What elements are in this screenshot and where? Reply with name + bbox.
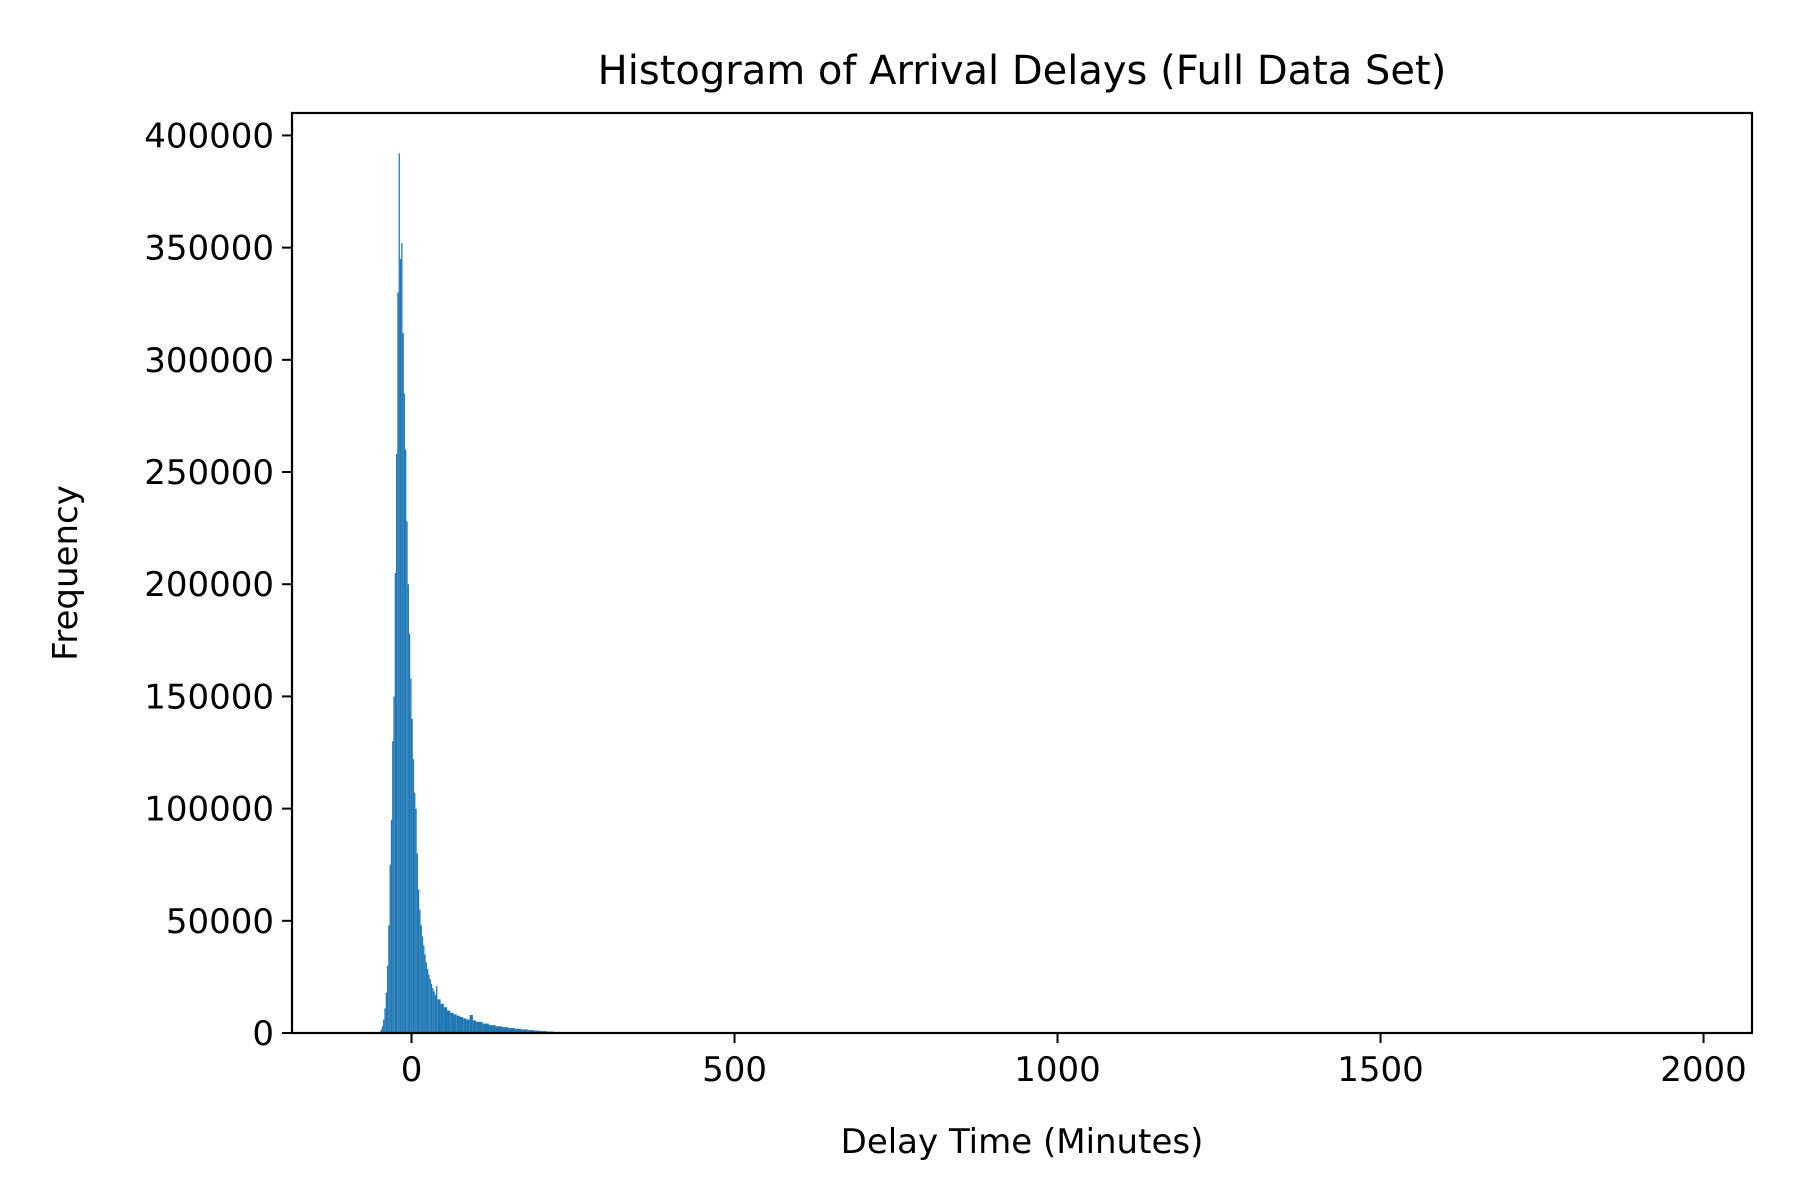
histogram-bar	[433, 991, 435, 1033]
y-tick-label: 150000	[144, 677, 274, 717]
histogram-bar	[440, 1003, 444, 1033]
histogram-bar	[393, 696, 395, 1033]
histogram-bar	[436, 985, 438, 1033]
histogram-bar	[427, 969, 429, 1033]
histogram-bar	[416, 853, 418, 1033]
histogram-bar	[396, 454, 398, 1033]
histogram-bar	[469, 1015, 473, 1033]
histogram-bar	[424, 954, 426, 1033]
histogram-bar	[388, 925, 390, 1033]
histogram-bar	[495, 1026, 502, 1033]
histogram-bar	[428, 974, 430, 1033]
y-tick-label: 200000	[144, 565, 274, 605]
y-axis-ticks: 0 50000 100000 150000 200000 250000 300000 3500…	[144, 116, 292, 1054]
histogram-bar	[392, 741, 394, 1033]
histogram-bar	[417, 889, 420, 1033]
y-axis-label: Frequency	[46, 485, 86, 661]
histogram-bar	[459, 1017, 464, 1033]
y-tick-label: 350000	[144, 229, 274, 269]
x-axis-ticks: 0 500 1000 1500 2000	[401, 1033, 1747, 1090]
histogram-bar	[403, 393, 406, 1033]
chart-title: Histogram of Arrival Delays (Full Data S…	[598, 48, 1447, 94]
y-tick-label: 250000	[144, 453, 274, 493]
histogram-bar	[472, 1020, 477, 1033]
histogram-bar	[430, 983, 433, 1033]
histogram-bar	[456, 1015, 460, 1033]
histogram-bar	[432, 988, 434, 1033]
histogram-bar	[406, 521, 408, 1033]
histogram-bar	[381, 1026, 384, 1033]
histogram-bar	[386, 965, 389, 1033]
histogram-bar	[420, 925, 422, 1033]
histogram-bar	[447, 1010, 451, 1033]
plot-area-frame	[290, 111, 1754, 1035]
y-tick-label: 100000	[144, 790, 274, 830]
histogram-bar	[476, 1021, 483, 1033]
histogram-bar	[423, 945, 425, 1033]
histogram-bar	[434, 994, 437, 1033]
histogram-bar	[407, 584, 409, 1033]
y-tick-label: 400000	[144, 116, 274, 156]
histogram-bar	[399, 258, 402, 1034]
histogram-bar	[437, 999, 441, 1033]
histogram-bar	[489, 1025, 496, 1033]
histogram-bar	[401, 243, 403, 1033]
x-axis-label: Delay Time (Minutes)	[841, 1122, 1204, 1162]
histogram-bar	[408, 633, 411, 1033]
histogram-bar	[384, 1008, 386, 1033]
histogram-bar	[410, 678, 412, 1033]
histogram-bar	[421, 936, 424, 1033]
histogram-bar	[527, 1030, 535, 1033]
histogram-bar	[412, 759, 415, 1033]
histogram-bar	[397, 292, 399, 1033]
histogram-bar	[443, 1007, 448, 1033]
histogram-bar	[402, 332, 404, 1033]
histogram-bar	[390, 819, 393, 1033]
histogram-bar	[508, 1028, 515, 1033]
histogram-bar	[398, 153, 400, 1033]
x-tick-label: 2000	[1660, 1050, 1747, 1090]
histogram-bar	[380, 1029, 382, 1033]
histogram-bar	[514, 1028, 522, 1033]
histogram-bar	[534, 1030, 541, 1033]
histogram-bar	[482, 1023, 490, 1033]
histogram-bar	[405, 449, 407, 1034]
x-tick-label: 500	[702, 1050, 767, 1090]
histogram-bar	[385, 992, 387, 1033]
histogram-bar	[415, 808, 417, 1033]
y-tick-label: 50000	[166, 902, 274, 942]
x-tick-label: 1000	[1014, 1050, 1101, 1090]
histogram-bar	[414, 792, 416, 1033]
x-tick-label: 1500	[1337, 1050, 1424, 1090]
histogram-bar	[501, 1027, 509, 1033]
histogram-bar	[419, 909, 421, 1033]
x-tick-label: 0	[401, 1050, 423, 1090]
histogram-bars	[379, 153, 607, 1034]
histogram-bar	[463, 1018, 467, 1033]
histogram-bar	[450, 1012, 454, 1033]
y-tick-label: 0	[252, 1014, 274, 1054]
histogram-bar	[466, 1019, 470, 1033]
histogram-bar	[453, 1014, 457, 1033]
histogram-bar	[425, 962, 428, 1033]
histogram-bar	[429, 979, 431, 1033]
histogram-bar	[383, 1019, 385, 1033]
histogram-bar	[521, 1029, 528, 1033]
histogram-bar	[394, 573, 397, 1033]
histogram-bar	[389, 864, 391, 1033]
y-tick-label: 300000	[144, 341, 274, 381]
histogram-bar	[411, 718, 413, 1033]
